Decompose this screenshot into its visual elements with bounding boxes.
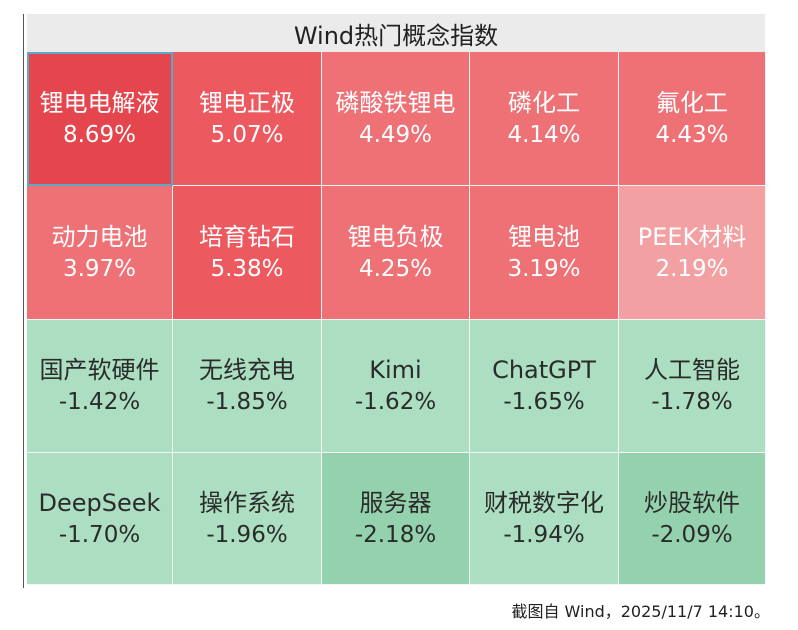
concept-name: 人工智能 xyxy=(644,356,740,384)
heatmap-cell[interactable]: PEEK材料 2.19% xyxy=(619,186,766,320)
concept-name: ChatGPT xyxy=(492,356,596,384)
concept-name: 动力电池 xyxy=(51,222,148,251)
concept-name: PEEK材料 xyxy=(637,222,747,251)
concept-name: 无线充电 xyxy=(199,356,295,384)
heatmap-cell[interactable]: 国产软硬件 -1.42% xyxy=(27,320,173,453)
heatmap-cell[interactable]: 培育钻石 5.38% xyxy=(173,186,322,320)
concept-name: 氟化工 xyxy=(656,88,728,117)
concept-name: 财税数字化 xyxy=(484,488,604,517)
concept-change: -1.85% xyxy=(206,389,288,415)
left-axis-line xyxy=(23,14,24,588)
concept-change: -1.94% xyxy=(503,521,585,548)
heatmap-cell[interactable]: 磷酸铁锂电 4.49% xyxy=(322,52,470,186)
concept-change: 5.07% xyxy=(210,121,284,148)
concept-change: 3.97% xyxy=(62,255,137,282)
heatmap-cell[interactable]: 氟化工 4.43% xyxy=(619,52,766,186)
heatmap-cell[interactable]: DeepSeek -1.70% xyxy=(27,453,173,585)
heatmap-cell[interactable]: 锂电池 3.19% xyxy=(470,186,619,320)
concept-name: 操作系统 xyxy=(199,488,295,517)
concept-change: -1.78% xyxy=(651,389,733,415)
heatmap-cell[interactable]: 锂电正极 5.07% xyxy=(173,52,322,186)
concept-change: -1.70% xyxy=(58,521,141,548)
heatmap-cell[interactable]: 磷化工 4.14% xyxy=(470,52,619,186)
concept-change: -2.09% xyxy=(651,521,733,548)
concept-name: 锂电池 xyxy=(508,222,580,251)
heatmap-cell[interactable]: 炒股软件 -2.09% xyxy=(619,453,766,585)
concept-name: 服务器 xyxy=(359,488,432,517)
concept-change: -1.96% xyxy=(206,521,288,548)
concept-change: 3.19% xyxy=(507,255,581,282)
heatmap-cell[interactable]: 无线充电 -1.85% xyxy=(173,320,322,453)
concept-change: 4.14% xyxy=(507,121,581,148)
concept-name: DeepSeek xyxy=(38,488,161,517)
concept-name: 炒股软件 xyxy=(644,488,740,517)
heatmap-cell[interactable]: 锂电电解液 8.69% xyxy=(27,52,173,186)
heatmap-cell[interactable]: 财税数字化 -1.94% xyxy=(470,453,619,585)
concept-name: 培育钻石 xyxy=(199,222,295,251)
heatmap-grid: 锂电电解液 8.69% 锂电正极 5.07% 磷酸铁锂电 4.49% 磷化工 4.14% 氟化工… xyxy=(27,52,766,585)
heatmap-cell[interactable]: 人工智能 -1.78% xyxy=(619,320,766,453)
concept-name: 锂电电解液 xyxy=(39,88,160,117)
source-footnote: 截图自 Wind，2025/11/7 14:10。 xyxy=(511,602,770,621)
chart-title: Wind热门概念指数 xyxy=(27,14,765,52)
heatmap-cell[interactable]: 动力电池 3.97% xyxy=(27,186,173,320)
concept-change: 4.43% xyxy=(655,121,729,148)
concept-change: 5.38% xyxy=(210,255,284,282)
concept-change: -1.62% xyxy=(354,389,437,415)
concept-name: 磷酸铁锂电 xyxy=(335,88,456,117)
concept-change: 4.25% xyxy=(358,255,433,282)
concept-change: 4.49% xyxy=(358,121,433,148)
concept-change: 2.19% xyxy=(655,255,729,282)
heatmap-cell[interactable]: Kimi -1.62% xyxy=(322,320,470,453)
concept-name: Kimi xyxy=(369,356,422,384)
concept-change: -2.18% xyxy=(354,521,437,548)
concept-change: -1.65% xyxy=(503,389,585,415)
concept-name: 国产软硬件 xyxy=(39,356,160,384)
heatmap-cell[interactable]: 操作系统 -1.96% xyxy=(173,453,322,585)
heatmap-cell[interactable]: 服务器 -2.18% xyxy=(322,453,470,585)
concept-name: 锂电正极 xyxy=(199,88,295,117)
heatmap-cell[interactable]: 锂电负极 4.25% xyxy=(322,186,470,320)
heatmap-cell[interactable]: ChatGPT -1.65% xyxy=(470,320,619,453)
concept-name: 磷化工 xyxy=(508,88,580,117)
concept-name: 锂电负极 xyxy=(347,222,444,251)
concept-change: 8.69% xyxy=(62,121,137,148)
concept-change: -1.42% xyxy=(58,389,141,415)
